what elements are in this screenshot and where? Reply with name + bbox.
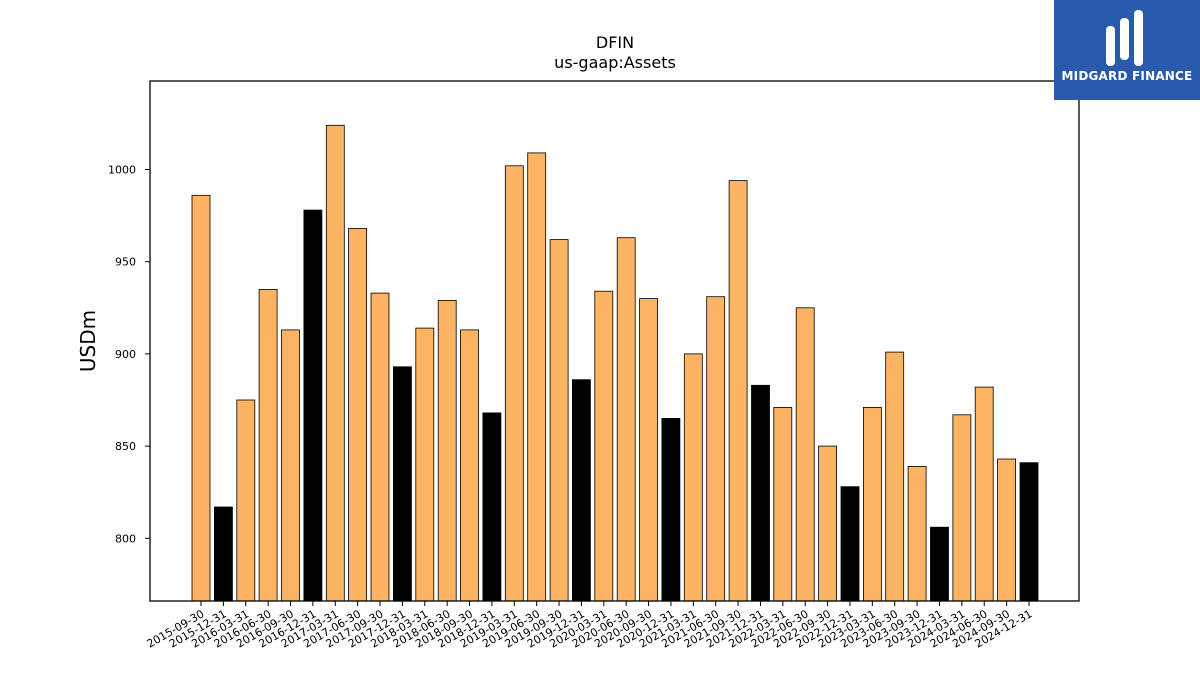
bar-2024-03-31 xyxy=(952,414,972,602)
bar-2023-03-31 xyxy=(863,406,882,602)
y-tick-label: 1000 xyxy=(108,164,136,177)
logo-text: MIDGARD FINANCE xyxy=(1061,69,1193,83)
bar-2017-12-31 xyxy=(392,366,412,602)
bar-2016-12-31 xyxy=(303,209,323,602)
bar-2024-06-30 xyxy=(974,386,994,602)
bar-2017-03-31 xyxy=(325,124,345,602)
bar-2020-12-31 xyxy=(661,417,681,602)
bars-group xyxy=(191,124,1039,602)
bar-2021-06-30 xyxy=(706,296,726,602)
midgard-logo-icon xyxy=(1106,10,1143,66)
bar-2019-12-31 xyxy=(572,379,591,602)
bar-2021-12-31 xyxy=(751,384,770,602)
bar-2022-06-30 xyxy=(795,307,815,602)
y-tick-label: 900 xyxy=(115,348,136,361)
bar-2023-12-31 xyxy=(930,526,949,602)
bar-2022-09-30 xyxy=(818,445,837,602)
y-tick-label: 950 xyxy=(115,256,136,269)
bar-2018-06-30 xyxy=(437,299,457,602)
bar-2022-03-31 xyxy=(773,406,793,602)
bar-2023-09-30 xyxy=(907,465,927,602)
bar-2024-12-31 xyxy=(1019,462,1039,602)
y-tick-label: 800 xyxy=(115,532,136,545)
bar-2019-06-30 xyxy=(527,152,547,602)
bar-2016-06-30 xyxy=(258,288,278,602)
bar-2023-06-30 xyxy=(885,351,905,602)
bar-2020-09-30 xyxy=(639,298,658,602)
chart-subtitle: us-gaap:Assets xyxy=(554,53,676,72)
bar-2021-03-31 xyxy=(683,353,703,602)
y-ticks-group: 800 850 900 950 1000 xyxy=(108,164,150,545)
x-ticks-group: 2015-09-302015-12-312016-03-312016-06-30… xyxy=(145,601,1035,651)
bar-2018-03-31 xyxy=(415,327,435,602)
bar-2016-03-31 xyxy=(236,399,256,602)
bar-2022-12-31 xyxy=(840,486,860,602)
bar-2017-06-30 xyxy=(348,228,368,602)
y-axis-label: USDm xyxy=(76,310,100,372)
y-tick-label: 850 xyxy=(115,440,136,453)
bar-2019-03-31 xyxy=(504,165,524,602)
bar-2018-09-30 xyxy=(460,329,479,602)
bar-2016-09-30 xyxy=(281,329,300,602)
bar-2020-03-31 xyxy=(594,290,614,602)
chart-title: DFIN xyxy=(596,33,634,52)
bar-2020-06-30 xyxy=(616,237,636,602)
plot-frame xyxy=(149,80,1080,602)
bar-2015-12-31 xyxy=(213,506,233,602)
bar-2021-09-30 xyxy=(728,180,748,602)
bar-2019-09-30 xyxy=(549,239,569,602)
bar-2017-09-30 xyxy=(370,292,390,602)
brand-logo: MIDGARD FINANCE xyxy=(1054,0,1200,100)
bar-2018-12-31 xyxy=(482,412,502,602)
bar-2015-09-30 xyxy=(191,194,211,602)
bar-2024-09-30 xyxy=(997,458,1016,602)
